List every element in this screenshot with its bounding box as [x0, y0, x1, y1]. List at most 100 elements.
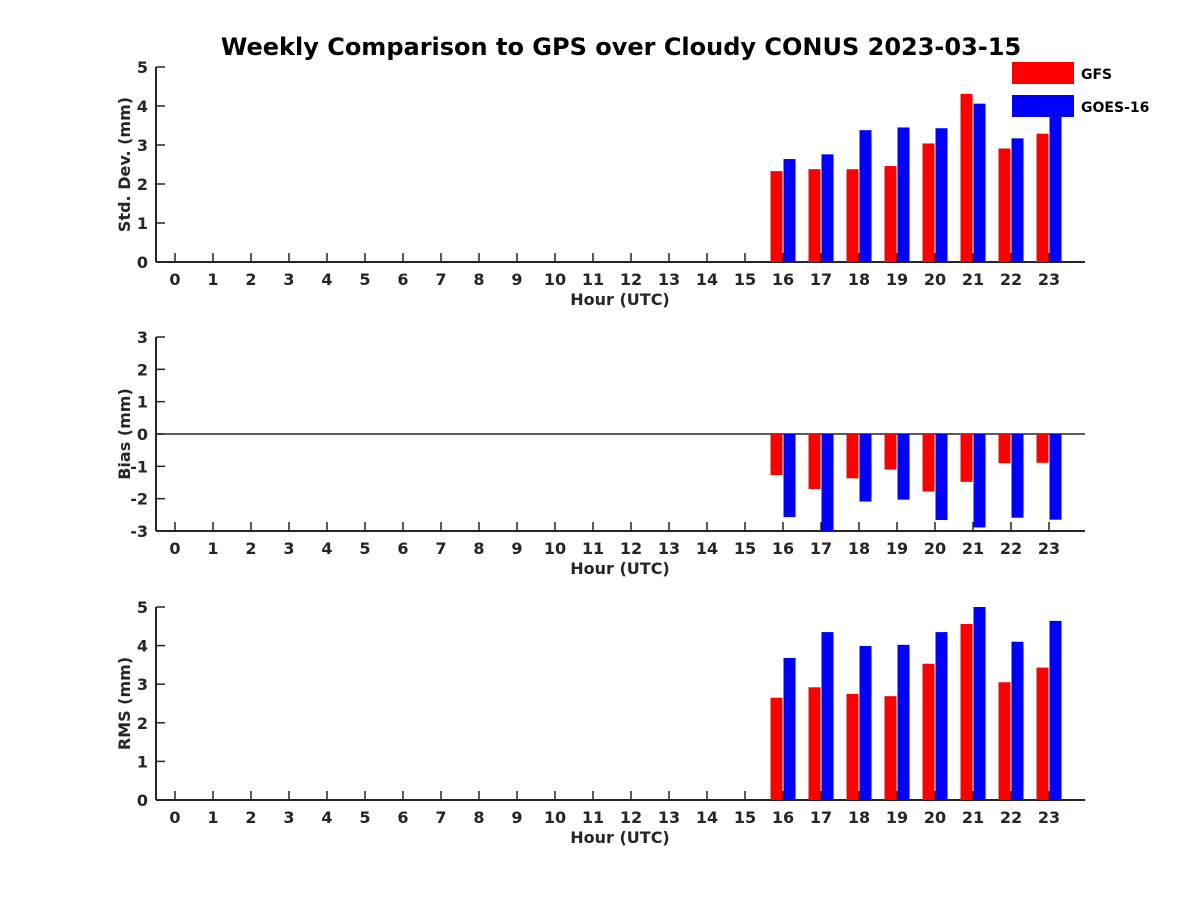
- bar-goes-16-hour-21: [973, 103, 986, 262]
- x-tick-label: 17: [810, 539, 832, 558]
- x-tick-label: 11: [582, 539, 604, 558]
- bar-gfs-hour-19: [884, 696, 897, 800]
- x-tick-label: 19: [886, 808, 908, 827]
- x-tick-label: 22: [1000, 808, 1022, 827]
- x-tick-label: 1: [207, 808, 218, 827]
- x-tick-label: 8: [473, 808, 484, 827]
- x-tick-label: 4: [321, 270, 332, 289]
- x-tick-label: 21: [962, 808, 984, 827]
- y-tick-label: -2: [130, 490, 148, 509]
- x-tick-label: 14: [696, 539, 718, 558]
- x-tick-label: 13: [658, 539, 680, 558]
- legend: GFS GOES-16: [1012, 62, 1149, 117]
- y-tick-label: 0: [137, 253, 148, 272]
- x-tick-label: 15: [734, 539, 756, 558]
- x-tick-label: 13: [658, 808, 680, 827]
- x-tick-label: 15: [734, 270, 756, 289]
- bar-gfs-hour-17: [808, 169, 821, 262]
- bar-goes-16-hour-20: [935, 128, 948, 262]
- bar-gfs-hour-19: [884, 434, 897, 470]
- x-tick-label: 16: [772, 808, 794, 827]
- bar-goes-16-hour-21: [973, 607, 986, 800]
- y-axis-label: Std. Dev. (mm): [115, 97, 134, 232]
- bar-goes-16-hour-23: [1049, 107, 1062, 262]
- bar-goes-16-hour-22: [1011, 641, 1024, 800]
- x-tick-label: 5: [359, 270, 370, 289]
- bar-goes-16-hour-23: [1049, 620, 1062, 800]
- x-tick-label: 18: [848, 270, 870, 289]
- x-tick-label: 2: [245, 808, 256, 827]
- y-tick-label: 1: [137, 214, 148, 233]
- bar-goes-16-hour-16: [783, 159, 796, 262]
- x-tick-label: 7: [435, 539, 446, 558]
- y-tick-label: 1: [137, 752, 148, 771]
- legend-swatch-goes-16: [1012, 95, 1074, 117]
- y-tick-label: 3: [137, 675, 148, 694]
- x-tick-label: 22: [1000, 270, 1022, 289]
- x-tick-label: 0: [169, 270, 180, 289]
- bar-gfs-hour-21: [960, 93, 973, 262]
- bar-gfs-hour-21: [960, 434, 973, 482]
- x-tick-label: 23: [1038, 808, 1060, 827]
- legend-label: GOES-16: [1081, 100, 1149, 116]
- bar-goes-16-hour-18: [859, 130, 872, 262]
- x-tick-label: 1: [207, 539, 218, 558]
- y-tick-label: 3: [137, 136, 148, 155]
- y-tick-label: 1: [137, 393, 148, 412]
- x-tick-label: 6: [397, 539, 408, 558]
- x-tick-label: 16: [772, 539, 794, 558]
- x-tick-label: 19: [886, 539, 908, 558]
- bar-gfs-hour-20: [922, 143, 935, 262]
- x-tick-label: 18: [848, 808, 870, 827]
- bar-gfs-hour-21: [960, 623, 973, 800]
- bar-gfs-hour-16: [770, 697, 783, 800]
- bar-gfs-hour-23: [1036, 667, 1049, 800]
- bar-gfs-hour-23: [1036, 434, 1049, 463]
- x-tick-label: 0: [169, 539, 180, 558]
- bar-gfs-hour-18: [846, 693, 859, 800]
- bar-goes-16-hour-22: [1011, 434, 1024, 518]
- x-tick-label: 3: [283, 270, 294, 289]
- bar-goes-16-hour-22: [1011, 138, 1024, 262]
- figure-title: Weekly Comparison to GPS over Cloudy CON…: [221, 33, 1021, 61]
- y-tick-label: 2: [137, 175, 148, 194]
- y-tick-label: 2: [137, 714, 148, 733]
- y-tick-label: 5: [137, 58, 148, 77]
- x-tick-label: 2: [245, 539, 256, 558]
- y-tick-label: 0: [137, 791, 148, 810]
- x-tick-label: 11: [582, 270, 604, 289]
- x-tick-label: 12: [620, 808, 642, 827]
- x-tick-label: 18: [848, 539, 870, 558]
- bar-goes-16-hour-19: [897, 644, 910, 800]
- x-tick-label: 9: [511, 808, 522, 827]
- bar-gfs-hour-22: [998, 682, 1011, 800]
- x-tick-label: 22: [1000, 539, 1022, 558]
- y-axis-label: Bias (mm): [115, 388, 134, 480]
- x-tick-label: 9: [511, 270, 522, 289]
- bar-goes-16-hour-20: [935, 632, 948, 800]
- x-tick-label: 4: [321, 808, 332, 827]
- x-tick-label: 7: [435, 808, 446, 827]
- x-tick-label: 15: [734, 808, 756, 827]
- bar-goes-16-hour-21: [973, 434, 986, 528]
- x-tick-label: 20: [924, 808, 946, 827]
- y-tick-label: -3: [130, 522, 148, 541]
- bar-goes-16-hour-19: [897, 127, 910, 262]
- bar-gfs-hour-19: [884, 166, 897, 262]
- x-tick-label: 10: [544, 270, 566, 289]
- x-tick-label: 1: [207, 270, 218, 289]
- x-tick-label: 10: [544, 539, 566, 558]
- x-tick-label: 6: [397, 808, 408, 827]
- bar-goes-16-hour-17: [821, 154, 834, 262]
- bar-goes-16-hour-19: [897, 434, 910, 500]
- bar-goes-16-hour-18: [859, 645, 872, 800]
- y-tick-label: 4: [137, 637, 148, 656]
- x-tick-label: 0: [169, 808, 180, 827]
- bar-gfs-hour-18: [846, 169, 859, 262]
- bar-goes-16-hour-17: [821, 632, 834, 800]
- x-tick-label: 20: [924, 270, 946, 289]
